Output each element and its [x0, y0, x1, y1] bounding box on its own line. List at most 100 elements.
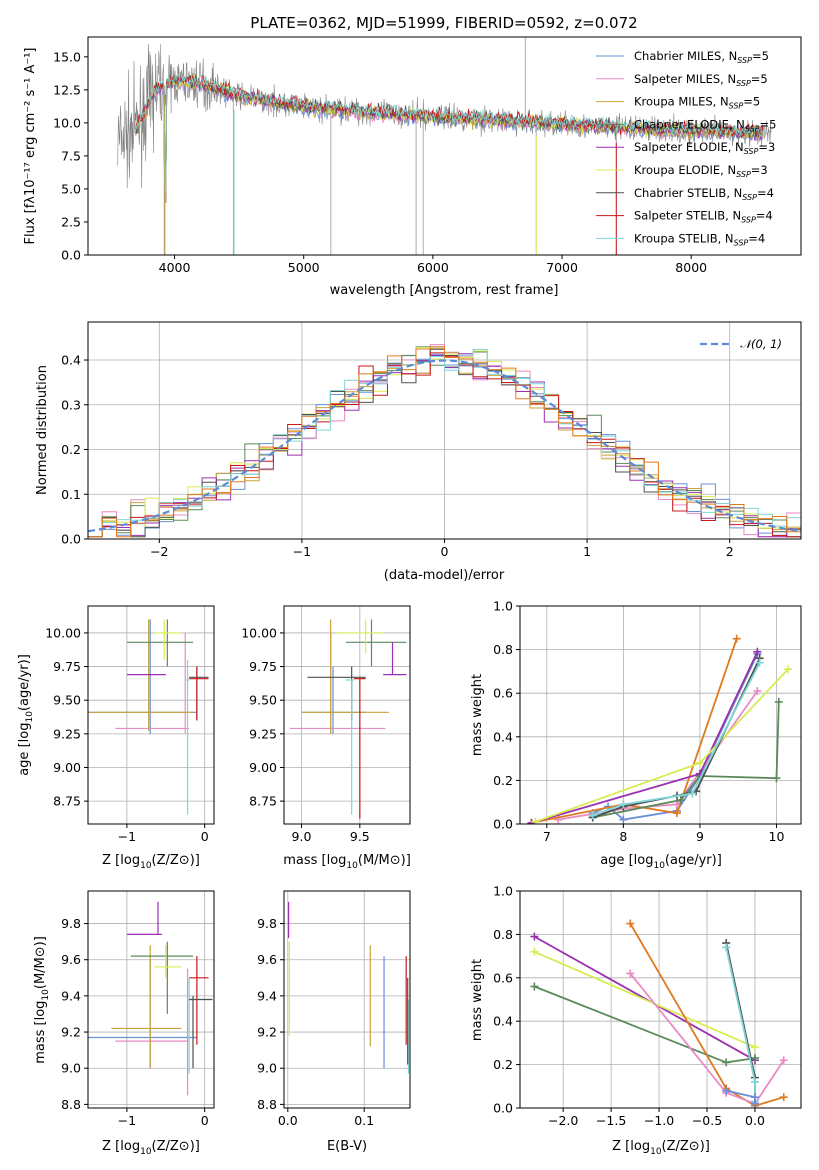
weight-marker — [688, 789, 697, 798]
y-tick-label: 9.4 — [257, 988, 277, 1003]
x-tick-label: −1 — [118, 829, 136, 844]
x-tick-label: −1.5 — [596, 1113, 626, 1128]
legend-entry: Salpeter MILES, NSSP=5 — [634, 72, 768, 88]
plot-area — [88, 344, 801, 539]
weight-marker — [755, 658, 764, 667]
y-tick-label: 8.75 — [249, 794, 277, 809]
legend-entry: Chabrier STELIB, NSSP=4 — [634, 186, 774, 202]
x-tick-label: −1.0 — [644, 1113, 674, 1128]
x-tick-label: 9.5 — [350, 829, 370, 844]
y-tick-label: 0.0 — [493, 1101, 513, 1116]
y-tick-label: 9.0 — [61, 1061, 81, 1076]
y-tick-label: 12.5 — [53, 82, 81, 97]
legend-entry: Salpeter ELODIE, NSSP=3 — [634, 140, 775, 156]
y-tick-label: 9.6 — [61, 952, 81, 967]
weight-marker — [732, 634, 741, 643]
legend-entry: Chabrier ELODIE, NSSP=5 — [634, 117, 776, 133]
weight-marker — [779, 1093, 788, 1102]
x-tick-label: 5000 — [288, 260, 320, 275]
y-tick-label: 0.2 — [493, 773, 513, 788]
y-tick-label: 9.75 — [53, 659, 81, 674]
x-tick-label: −2 — [150, 544, 168, 559]
x-tick-label: 0 — [201, 829, 209, 844]
plot-area — [117, 37, 772, 255]
weight-marker — [750, 1043, 759, 1052]
mass-weight-vs-age-panel: 7 8 9 10 0.0 0.2 0.4 0.6 0.8 1.0 age [log10(age/yr… — [470, 599, 802, 871]
weight-marker — [722, 943, 731, 952]
weight-marker — [588, 811, 597, 820]
y-tick-label: 10.00 — [241, 625, 277, 640]
weight-marker — [695, 758, 704, 767]
weight-marker — [530, 932, 539, 941]
model-spectrum — [135, 74, 764, 203]
x-tick-label: 0.0 — [278, 1113, 298, 1128]
legend-entry: Kroupa STELIB, NSSP=4 — [634, 231, 765, 247]
weight-marker — [722, 1086, 731, 1095]
model-spectrum — [135, 74, 764, 203]
y-tick-label: 0.6 — [493, 686, 513, 701]
y-tick-label: 0.0 — [61, 248, 81, 263]
axes-frame — [87, 605, 215, 825]
weight-line — [629, 972, 785, 1105]
y-tick-label: 9.50 — [53, 693, 81, 708]
weight-marker — [527, 818, 536, 824]
y-tick-label: 0.0 — [61, 532, 81, 547]
x-tick-label: 10 — [769, 829, 785, 844]
plot-area — [287, 901, 410, 1074]
y-tick-label: 8.75 — [53, 794, 81, 809]
x-tick-label: 2 — [726, 544, 734, 559]
y-tick-label: 9.6 — [257, 952, 277, 967]
x-tick-label: 9 — [696, 829, 704, 844]
x-tick-label: 0 — [441, 544, 449, 559]
axes-frame — [283, 890, 411, 1109]
x-tick-label: 7000 — [546, 260, 578, 275]
x-tick-label: 8000 — [675, 260, 707, 275]
y-tick-label: 10.00 — [45, 625, 81, 640]
plot-area — [289, 619, 407, 819]
weight-marker — [774, 697, 783, 706]
weight-marker — [530, 947, 539, 956]
y-tick-label: 0.4 — [61, 353, 81, 368]
weight-line — [629, 923, 784, 1107]
legend-entry: Chabrier MILES, NSSP=5 — [634, 49, 769, 65]
y-axis-label: mass weight — [470, 674, 485, 756]
plot-area — [527, 634, 792, 824]
y-tick-label: 0.0 — [493, 817, 513, 832]
y-tick-label: 0.4 — [493, 1014, 513, 1029]
model-spectrum — [135, 75, 764, 203]
weight-marker — [672, 809, 681, 818]
x-axis-label: wavelength [Angstrom, rest frame] — [330, 283, 559, 298]
age-vs-mass-panel: 9.0 9.5 8.75 9.00 9.25 9.50 9.75 10.00 mass [log… — [241, 605, 411, 871]
axes-frame — [87, 890, 215, 1109]
weight-marker — [531, 817, 540, 824]
model-spectrum — [135, 74, 764, 203]
legend-entry: Salpeter STELIB, NSSP=4 — [634, 209, 773, 225]
weight-marker — [753, 687, 762, 696]
y-tick-label: 9.2 — [257, 1025, 277, 1040]
y-tick-label: 9.0 — [257, 1061, 277, 1076]
mass-weight-vs-Z-panel: −2.0 −1.5 −1.0 −0.5 0.0 0.0 0.2 0.4 0.6 0.8 1.0 Z [… — [470, 884, 802, 1157]
weight-marker — [722, 1058, 731, 1067]
y-axis-label: Normed distribution — [35, 365, 50, 495]
weight-marker — [750, 1099, 759, 1108]
mass-vs-EBV-panel: 0.0 0.1 8.8 9.0 9.2 9.4 9.6 9.8 E(B-V) — [257, 890, 411, 1154]
legend-entry: 𝒩(0, 1) — [740, 337, 782, 351]
y-tick-label: 9.25 — [249, 726, 277, 741]
y-tick-label: 0.3 — [61, 397, 81, 412]
y-tick-label: 10.0 — [53, 115, 81, 130]
y-tick-label: 7.5 — [61, 148, 81, 163]
histogram-series — [88, 346, 801, 539]
figure-title: PLATE=0362, MJD=51999, FIBERID=0592, z=0… — [250, 14, 637, 32]
y-tick-label: 15.0 — [53, 49, 81, 64]
weight-line — [531, 638, 738, 824]
weight-marker — [676, 796, 685, 805]
y-tick-label: 5.0 — [61, 181, 81, 196]
y-axis-label: Flux [fλ10⁻¹⁷ erg cm⁻² s⁻¹ A⁻¹] — [23, 48, 38, 245]
weight-marker — [750, 1077, 759, 1086]
y-tick-label: 0.8 — [493, 642, 513, 657]
y-tick-label: 9.2 — [61, 1025, 81, 1040]
x-axis-label: Z [log10(Z/Z⊙)] — [612, 1139, 710, 1157]
spectrum-panel: 4000 5000 6000 7000 8000 0.0 2.5 5.0 7.5 10.0 12.5… — [23, 36, 802, 298]
y-tick-label: 0.4 — [493, 729, 513, 744]
